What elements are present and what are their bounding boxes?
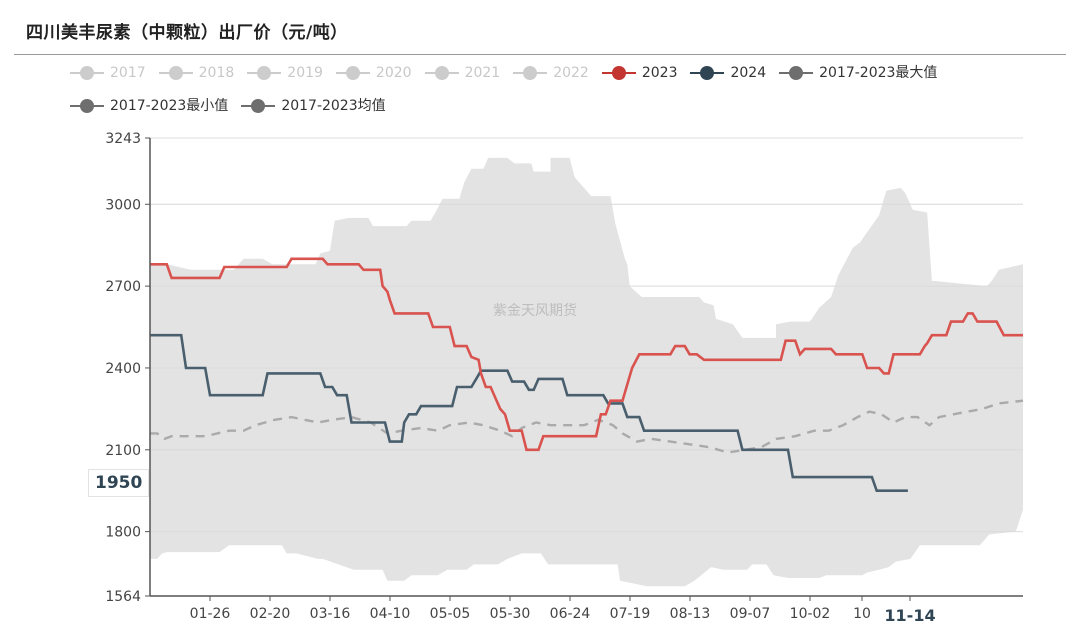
legend-item-2023[interactable]: 2023 [601, 58, 678, 88]
legend-marker-icon [690, 66, 725, 80]
series-2024-line [150, 333, 908, 492]
legend-item-2021[interactable]: 2021 [424, 58, 501, 88]
legend-item-2017-2023最小值[interactable]: 2017-2023最小值 [70, 91, 228, 121]
legend-marker-icon [241, 99, 276, 113]
legend-label: 2022 [553, 65, 589, 81]
x-tick-label: 07-19 [610, 606, 651, 622]
y-tick-label: 3243 [105, 131, 141, 147]
x-tick-label: 05-30 [490, 606, 531, 622]
legend-item-2019[interactable]: 2019 [247, 58, 323, 88]
legend-item-2022[interactable]: 2022 [513, 58, 589, 88]
legend-label: 2017-2023最大值 [819, 65, 938, 81]
x-tick-label: 09-07 [730, 606, 771, 622]
axis-pointer-x-label: 11-14 [884, 606, 935, 625]
x-tick-label: 10-02 [790, 606, 831, 622]
gridlines-overlay [150, 137, 1023, 533]
title-divider [14, 54, 1066, 55]
min-max-band [150, 157, 1023, 587]
y-tick-label: 2100 [105, 443, 141, 459]
legend-label: 2017-2023最小值 [110, 98, 229, 114]
y-tick-label: 1564 [105, 589, 141, 605]
legend-label: 2018 [198, 65, 235, 81]
legend: 2017 2018 2019 2020 2021 2022 2023 2024 2017-202… [70, 58, 1050, 124]
legend-marker-icon [513, 66, 548, 80]
legend-marker-icon [70, 66, 104, 80]
y-axis-ticks: 1564 1800 2100 2400 2700 3000 3243 [105, 131, 150, 605]
legend-marker-icon [424, 66, 459, 80]
x-tick-label: 02-20 [250, 606, 291, 622]
y-tick-label: 3000 [105, 197, 141, 213]
legend-marker-icon [779, 66, 814, 80]
y-tick-label: 2700 [105, 279, 141, 295]
x-tick-label: 03-16 [310, 606, 351, 622]
x-tick-label: 06-24 [550, 606, 591, 622]
x-tick-label: 05-05 [430, 606, 471, 622]
legend-marker-icon [601, 66, 636, 80]
axis-pointer-y-label: 1950 [88, 469, 150, 497]
legend-item-2017[interactable]: 2017 [70, 58, 146, 88]
legend-label: 2020 [375, 65, 412, 81]
axes [149, 138, 1023, 597]
series-avg-line [150, 399, 1024, 454]
legend-item-2020[interactable]: 2020 [335, 58, 412, 88]
legend-label: 2019 [287, 65, 323, 81]
watermark: 紫金天风期货 [493, 303, 577, 319]
x-tick-label: 01-26 [190, 606, 231, 622]
legend-label: 2021 [464, 65, 501, 81]
series-2023-line [150, 257, 1023, 452]
legend-item-2024[interactable]: 2024 [690, 58, 766, 88]
legend-marker-icon [335, 66, 370, 80]
x-tick-label: 08-13 [670, 606, 711, 622]
legend-item-2018[interactable]: 2018 [158, 58, 235, 88]
x-tick-label: 10 [853, 606, 871, 622]
chart-title: 四川美丰尿素（中颗粒）出厂价（元/吨） [26, 23, 348, 43]
y-tick-label: 1800 [105, 525, 141, 541]
legend-item-2017-2023最大值[interactable]: 2017-2023最大值 [779, 58, 937, 88]
y-tick-label: 2400 [105, 361, 141, 377]
legend-item-2017-2023均值[interactable]: 2017-2023均值 [241, 91, 386, 121]
legend-marker-icon [158, 66, 193, 80]
legend-marker-icon [70, 99, 104, 113]
legend-label: 2023 [641, 65, 678, 81]
x-axis-ticks: 01-26 02-20 03-16 04-10 05-05 05-30 06-24 07-19… [190, 596, 936, 625]
legend-label: 2017-2023均值 [281, 98, 386, 114]
legend-marker-icon [247, 66, 282, 80]
x-tick-label: 04-10 [370, 606, 411, 622]
legend-label: 2024 [730, 65, 767, 81]
legend-label: 2017 [110, 65, 146, 81]
